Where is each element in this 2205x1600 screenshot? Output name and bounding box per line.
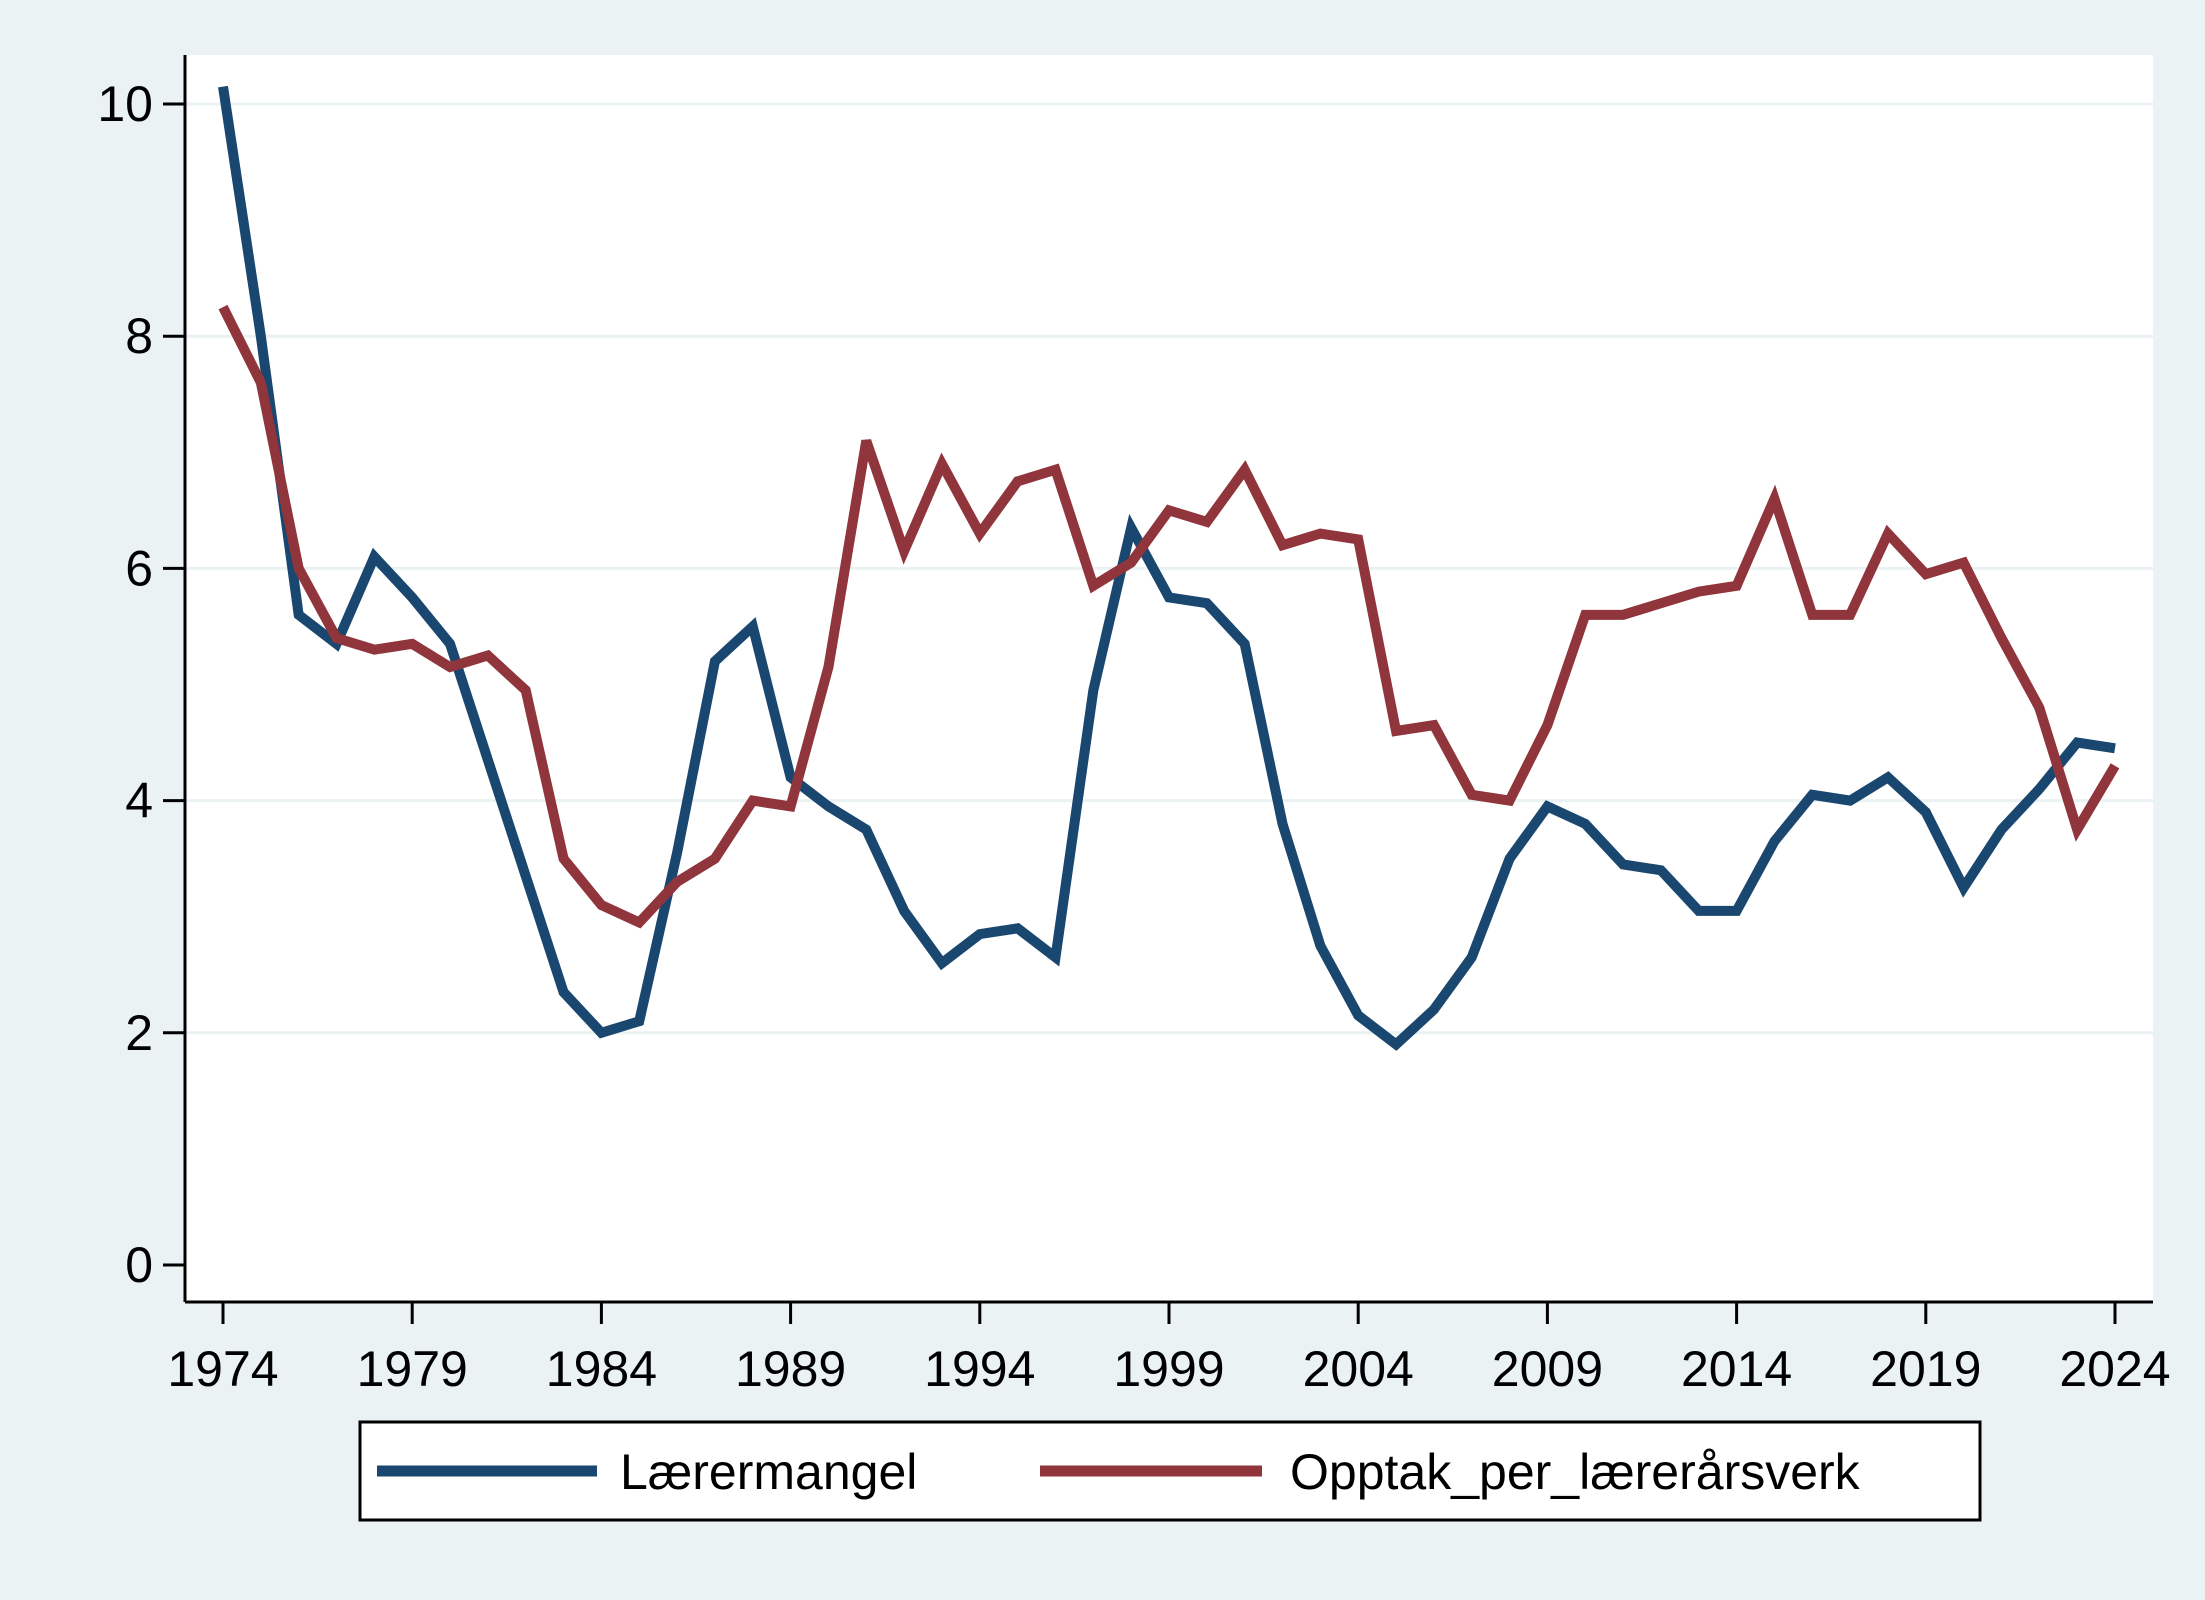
y-tick-label-4: 4 bbox=[125, 773, 153, 829]
x-tick-label-1979: 1979 bbox=[357, 1341, 468, 1397]
x-tick-label-2024: 2024 bbox=[2059, 1341, 2170, 1397]
series-line-opptak bbox=[218, 304, 2120, 929]
series-lines bbox=[218, 85, 2120, 1051]
grid-lines bbox=[185, 102, 2153, 1035]
y-tick-label-0: 0 bbox=[125, 1237, 153, 1293]
x-tick-label-1994: 1994 bbox=[924, 1341, 1035, 1397]
y-tick-label-2: 2 bbox=[125, 1005, 153, 1061]
legend-label-laerermangel: Lærermangel bbox=[620, 1444, 917, 1500]
axes: 0 2 4 6 8 10 1974 1979 1984 1989 1994 1999 2004 2009 2… bbox=[97, 55, 2171, 1397]
x-tick-label-2009: 2009 bbox=[1492, 1341, 1603, 1397]
y-tick-label-10: 10 bbox=[97, 76, 153, 132]
x-tick-label-2004: 2004 bbox=[1303, 1341, 1414, 1397]
x-tick-label-1989: 1989 bbox=[735, 1341, 846, 1397]
x-tick-label-1999: 1999 bbox=[1113, 1341, 1224, 1397]
plot-area bbox=[185, 55, 2153, 1302]
legend-label-opptak: Opptak_per_lærerårsverk bbox=[1290, 1444, 1861, 1500]
x-tick-label-2019: 2019 bbox=[1870, 1341, 1981, 1397]
x-tick-label-2014: 2014 bbox=[1681, 1341, 1792, 1397]
series-line-laerermangel bbox=[218, 85, 2116, 1051]
x-tick-label-1984: 1984 bbox=[546, 1341, 657, 1397]
legend: Lærermangel Opptak_per_lærerårsverk bbox=[358, 1420, 1982, 1522]
y-tick-label-6: 6 bbox=[125, 540, 153, 596]
y-tick-label-8: 8 bbox=[125, 308, 153, 364]
x-tick-label-1974: 1974 bbox=[167, 1341, 278, 1397]
